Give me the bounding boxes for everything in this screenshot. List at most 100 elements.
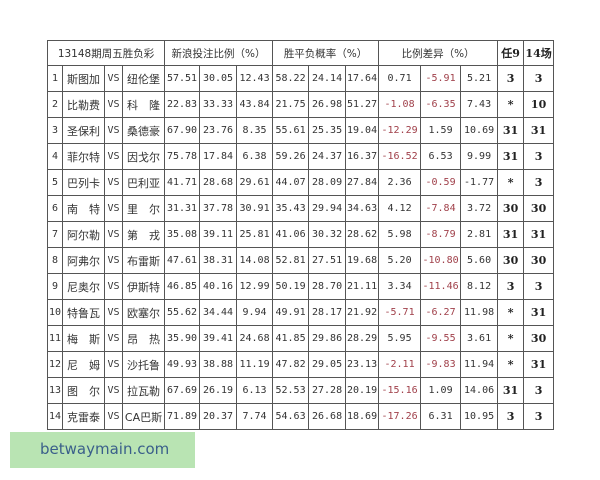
row-number: 5 [47,169,63,196]
row-number: 13 [47,377,63,404]
vs-label: VS [104,325,123,352]
away-team: 拉瓦勒 [121,377,166,404]
sina-cell: 14.08 [236,247,274,274]
sina-cell: 41.71 [164,169,201,196]
sina-cell: 46.85 [164,273,201,300]
c14-pick: 3 [523,169,555,196]
diff-cell: -8.79 [420,221,462,248]
vs-label: VS [104,65,123,92]
sina-cell: 6.13 [236,377,274,404]
row-number: 14 [47,403,63,430]
ren9-pick: * [497,169,525,196]
prob-cell: 21.75 [272,91,310,118]
row-number: 2 [47,91,63,118]
away-team: 伊斯特 [121,273,166,300]
row-number: 1 [47,65,63,92]
diff-cell: 11.98 [460,299,499,326]
prob-cell: 44.07 [272,169,310,196]
sina-cell: 29.61 [236,169,274,196]
prob-cell: 19.68 [345,247,380,274]
sina-cell: 39.41 [199,325,238,352]
sina-cell: 25.81 [236,221,274,248]
lottery-stats-table: 13148期周五胜负彩 新浪投注比例（%） 胜平负概率（%） 比例差异（%） 任… [46,40,555,430]
prob-cell: 29.94 [308,195,347,222]
prob-cell: 41.85 [272,325,310,352]
away-team: 昂 热 [121,325,166,352]
vs-label: VS [104,117,123,144]
prob-cell: 52.53 [272,377,310,404]
home-team: 尼奥尔 [62,273,105,300]
prob-cell: 28.70 [308,273,347,300]
c14-pick: 30 [523,247,555,274]
diff-cell: 11.94 [460,351,499,378]
sina-cell: 37.78 [199,195,238,222]
table-row: 1 斯图加 VS 纽伦堡 57.51 30.05 12.43 58.22 24.14 17.64 0… [47,65,555,92]
sina-cell: 47.61 [164,247,201,274]
table-row: 13 图 尔 VS 拉瓦勒 67.69 26.19 6.13 52.53 27.28 20.19-… [47,377,555,404]
diff-cell: 5.98 [378,221,422,248]
diff-cell: 6.53 [420,143,462,170]
diff-cell: 10.95 [460,403,499,430]
prob-cell: 51.27 [345,91,380,118]
diff-cell: 0.71 [378,65,422,92]
away-team: 纽伦堡 [121,65,166,92]
home-team: 图 尔 [62,377,105,404]
vs-label: VS [104,143,123,170]
header-title: 13148期周五胜负彩 [46,40,166,66]
table-row: 7 阿尔勒 VS 第 戎 35.08 39.11 25.81 41.06 30.32 28.62 5… [47,221,555,248]
away-team: 科 隆 [121,91,166,118]
sina-cell: 34.44 [199,299,238,326]
diff-cell: -1.77 [460,169,499,196]
home-team: 比勒费 [62,91,105,118]
ren9-pick: 3 [497,403,525,430]
away-team: 第 戎 [121,221,166,248]
prob-cell: 21.92 [345,299,380,326]
sina-cell: 49.93 [164,351,201,378]
diff-cell: -6.27 [420,299,462,326]
row-number: 10 [47,299,63,326]
prob-cell: 26.98 [308,91,347,118]
prob-cell: 24.37 [308,143,347,170]
sina-cell: 20.37 [199,403,238,430]
table-row: 4 菲尔特 VS 因戈尔 75.78 17.84 6.38 59.26 24.37 16.37 -1… [47,143,555,170]
vs-label: VS [104,377,123,404]
home-team: 尼 姆 [62,351,105,378]
c14-pick: 31 [523,117,555,144]
vs-label: VS [104,299,123,326]
prob-cell: 34.63 [345,195,380,222]
ren9-pick: 3 [497,65,525,92]
home-team: 斯图加 [62,65,105,92]
prob-cell: 50.19 [272,273,310,300]
c14-pick: 3 [523,377,555,404]
sina-cell: 24.68 [236,325,274,352]
sina-cell: 12.99 [236,273,274,300]
prob-cell: 28.29 [345,325,380,352]
away-team: 里 尔 [121,195,166,222]
sina-cell: 17.84 [199,143,238,170]
vs-label: VS [104,91,123,118]
sina-cell: 30.05 [199,65,238,92]
diff-cell: 2.36 [378,169,422,196]
sina-cell: 31.31 [164,195,201,222]
table-row: 9 尼奥尔 VS 伊斯特 46.85 40.16 12.99 50.19 28.70 21.11 3… [47,273,555,300]
diff-cell: 10.69 [460,117,499,144]
diff-cell: -6.35 [420,91,462,118]
c14-pick: 30 [523,195,555,222]
diff-cell: -0.59 [420,169,462,196]
sina-cell: 57.51 [164,65,201,92]
sina-cell: 55.62 [164,299,201,326]
diff-cell: -11.46 [420,273,462,300]
prob-cell: 17.64 [345,65,380,92]
c14-pick: 3 [523,403,555,430]
diff-cell: -5.71 [378,299,422,326]
prob-cell: 23.13 [345,351,380,378]
row-number: 4 [47,143,63,170]
home-team: 南 特 [62,195,105,222]
diff-cell: -10.80 [420,247,462,274]
header-diff: 比例差异（%） [378,40,499,66]
sina-cell: 33.33 [199,91,238,118]
sina-cell: 38.31 [199,247,238,274]
vs-label: VS [104,247,123,274]
row-number: 8 [47,247,63,274]
away-team: 布雷斯 [121,247,166,274]
